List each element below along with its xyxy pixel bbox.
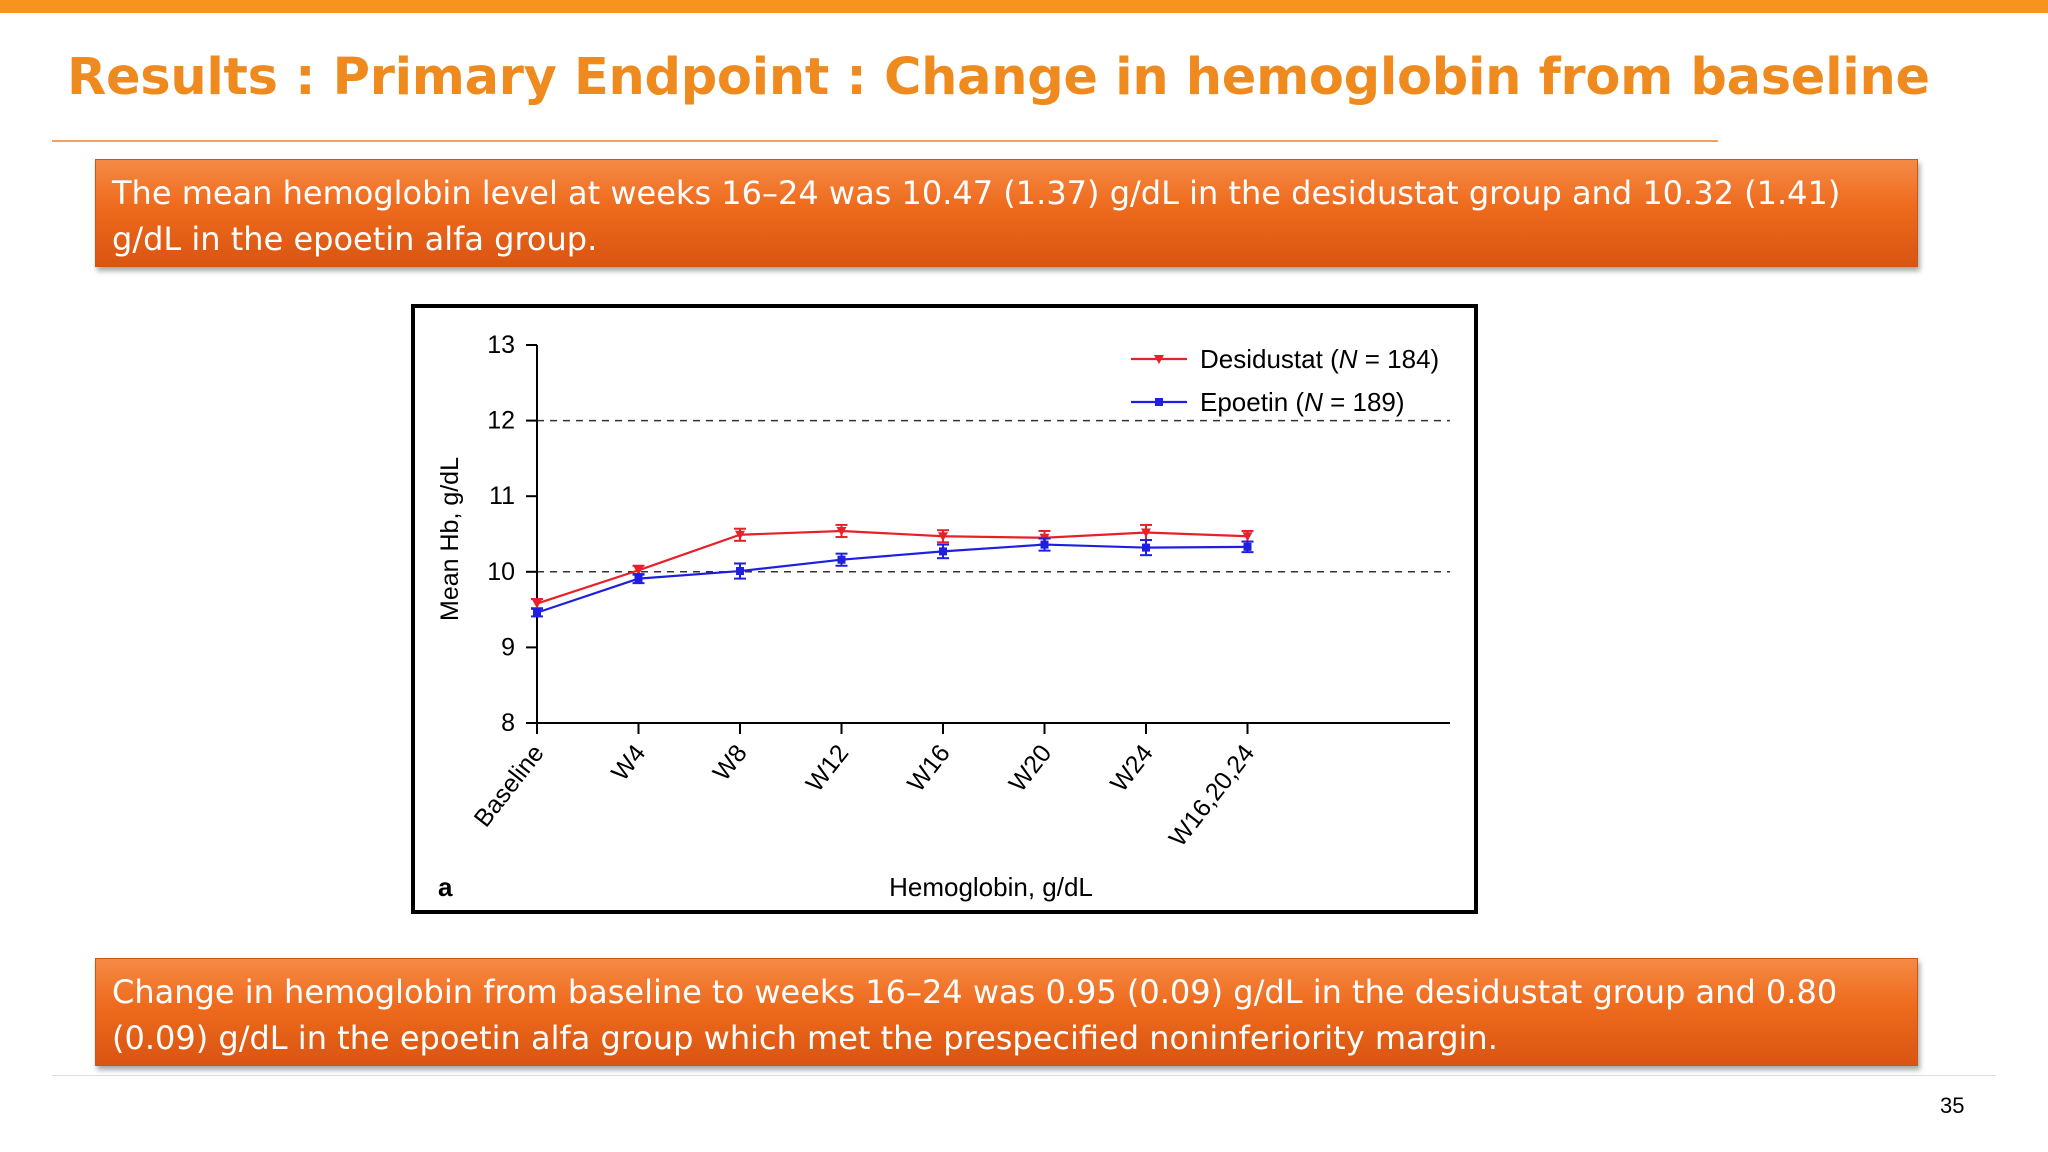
data-point	[736, 567, 744, 576]
x-tick-label: W20	[1004, 739, 1058, 797]
series-desidustat	[531, 523, 1254, 610]
data-point	[1242, 532, 1253, 542]
data-point	[533, 608, 541, 617]
data-point	[1142, 543, 1150, 552]
data-point	[939, 547, 947, 556]
legend-label: Desidustat (N = 184)	[1200, 344, 1439, 374]
hemoglobin-line-chart: 8 9 10 11 12 13 Baseline W4 W8 W12 W16 W20 W24 W16,2…	[436, 331, 1450, 902]
data-point	[735, 530, 745, 540]
x-axis-label: Hemoglobin, g/dL	[889, 872, 1093, 902]
x-tick-label: Baseline	[469, 739, 550, 832]
y-tick-label: 11	[489, 482, 515, 510]
data-point	[1154, 355, 1164, 364]
x-tick-label: W24	[1105, 739, 1159, 797]
series-line	[536, 529, 1248, 605]
title-divider	[52, 140, 1718, 142]
data-point	[1155, 398, 1163, 406]
data-point	[634, 574, 643, 583]
data-point	[836, 526, 847, 536]
data-point	[1040, 540, 1049, 549]
page-number: 35	[1940, 1093, 1965, 1118]
top-accent-bar	[0, 0, 2048, 13]
data-point	[938, 532, 948, 542]
x-tick-label: W16,20,24	[1164, 739, 1261, 852]
bottom-callout-text: Change in hemoglobin from baseline to we…	[112, 973, 1838, 1057]
y-axis-label: Mean Hb, g/dL	[436, 457, 464, 621]
x-tick-label: W16	[902, 739, 956, 797]
data-point	[1243, 542, 1252, 551]
slide-title: Results : Primary Endpoint : Change in h…	[67, 48, 1930, 107]
series-epoetin	[531, 537, 1254, 618]
footer-divider	[52, 1075, 1996, 1076]
y-tick-label: 12	[487, 407, 515, 435]
legend-label: Epoetin (N = 189)	[1200, 387, 1405, 417]
legend-item-epoetin: Epoetin (N = 189)	[1131, 387, 1405, 417]
data-point	[633, 566, 644, 576]
y-tick-label: 8	[501, 709, 515, 737]
data-point	[837, 555, 846, 564]
top-callout-box: The mean hemoglobin level at weeks 16–24…	[95, 159, 1918, 267]
data-point	[532, 599, 542, 609]
series-line	[536, 543, 1248, 614]
bottom-callout-box: Change in hemoglobin from baseline to we…	[95, 958, 1918, 1066]
chart-panel: 8 9 10 11 12 13 Baseline W4 W8 W12 W16 W20 W24 W16,2…	[411, 304, 1478, 914]
top-callout-text: The mean hemoglobin level at weeks 16–24…	[112, 174, 1841, 258]
x-tick-label: W8	[708, 739, 753, 786]
x-tick-label: W4	[606, 739, 651, 786]
data-point	[1141, 528, 1151, 538]
x-tick-label: W12	[801, 739, 855, 797]
y-tick-label: 9	[501, 633, 515, 661]
panel-label: a	[438, 872, 453, 902]
y-tick-label: 13	[487, 331, 515, 359]
legend-item-desidustat: Desidustat (N = 184)	[1131, 344, 1439, 374]
y-tick-label: 10	[487, 558, 515, 586]
